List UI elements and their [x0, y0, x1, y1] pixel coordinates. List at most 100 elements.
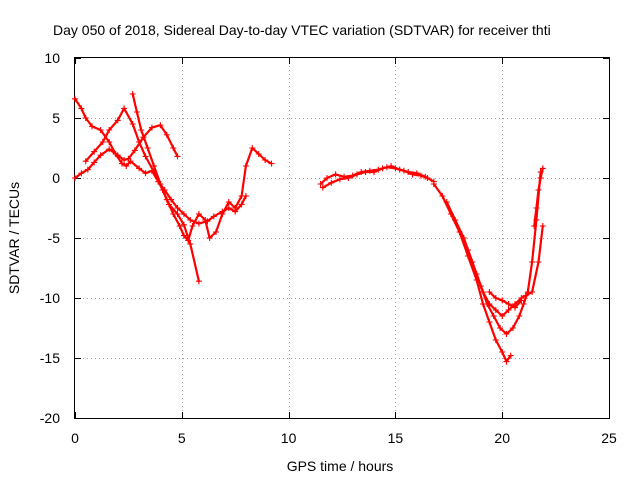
- data-point: [106, 127, 113, 133]
- data-point: [537, 175, 544, 181]
- data-point: [405, 169, 412, 175]
- y-tick-label: 10: [44, 50, 60, 66]
- y-axis-label: SDTVAR / TECUs: [6, 182, 22, 294]
- data-point: [503, 331, 510, 337]
- data-point: [72, 175, 78, 181]
- data-point: [520, 301, 527, 307]
- data-point: [492, 295, 499, 301]
- x-tick-label: 15: [388, 430, 404, 446]
- data-point: [516, 313, 523, 319]
- data-point: [268, 160, 275, 167]
- data-point: [531, 223, 538, 229]
- data-point: [123, 163, 130, 169]
- data-point: [539, 223, 546, 229]
- data-point: [371, 169, 377, 175]
- data-point: [533, 205, 540, 211]
- data-point: [195, 220, 202, 227]
- data-point: [176, 223, 183, 229]
- data-point: [180, 221, 187, 228]
- data-point: [507, 352, 514, 359]
- data-point: [119, 160, 125, 167]
- series-line: [73, 124, 179, 180]
- y-tick-label: 0: [52, 170, 60, 186]
- data-point: [114, 117, 121, 124]
- data-point: [138, 127, 145, 133]
- data-point: [486, 301, 493, 307]
- data-point: [439, 193, 446, 199]
- y-tick-label: 5: [52, 110, 60, 126]
- data-point: [157, 122, 164, 129]
- data-point: [465, 247, 471, 253]
- series-line: [432, 182, 512, 363]
- data-point: [497, 325, 504, 331]
- data-point: [202, 217, 209, 223]
- data-point: [174, 205, 181, 211]
- data-point: [84, 166, 91, 173]
- series-1: [72, 122, 181, 181]
- series-11: [531, 165, 546, 229]
- series-line: [84, 107, 200, 283]
- data-point: [82, 158, 89, 165]
- data-point: [242, 163, 249, 169]
- data-point: [522, 292, 529, 299]
- data-point: [486, 319, 493, 325]
- series-9: [465, 223, 546, 319]
- data-point: [499, 349, 506, 355]
- series-4: [129, 91, 275, 244]
- y-tick-label: -15: [40, 350, 60, 366]
- data-point: [328, 179, 335, 186]
- x-tick-label: 10: [281, 430, 297, 446]
- data-point: [319, 184, 326, 191]
- series-markers: [317, 164, 431, 187]
- data-point: [170, 145, 177, 151]
- data-point: [163, 196, 170, 203]
- data-point: [133, 109, 140, 115]
- data-point: [232, 205, 239, 211]
- series-markers: [486, 289, 525, 311]
- data-point: [529, 289, 536, 295]
- y-tick-label: -10: [40, 290, 60, 306]
- data-point: [213, 229, 219, 235]
- data-point: [163, 131, 170, 138]
- data-point: [354, 171, 360, 178]
- data-point: [262, 157, 269, 163]
- chart-title: Day 050 of 2018, Sidereal Day-to-day VTE…: [53, 22, 551, 38]
- data-point: [187, 217, 194, 223]
- data-point: [362, 169, 369, 175]
- data-point: [136, 139, 143, 145]
- grid: [75, 58, 609, 418]
- data-point: [206, 235, 213, 241]
- data-point: [492, 307, 499, 313]
- series-8: [443, 169, 544, 337]
- data-point: [539, 165, 546, 172]
- data-point: [490, 313, 497, 319]
- data-point: [492, 337, 499, 343]
- data-point: [535, 259, 542, 265]
- series-line: [73, 97, 247, 225]
- data-point: [97, 152, 104, 159]
- data-point: [238, 201, 245, 208]
- data-point: [396, 166, 403, 173]
- data-point: [82, 115, 89, 121]
- data-point: [529, 259, 536, 265]
- data-point: [486, 289, 493, 295]
- y-tick-label: -5: [48, 230, 61, 246]
- data-point: [219, 211, 226, 217]
- data-point: [106, 139, 113, 145]
- data-point: [480, 289, 486, 295]
- data-point: [142, 153, 149, 160]
- x-axis-label: GPS time / hours: [287, 458, 394, 474]
- data-point: [129, 121, 136, 127]
- series-2: [72, 95, 249, 227]
- series-10: [486, 289, 525, 311]
- data-point: [180, 211, 187, 217]
- data-point: [225, 199, 232, 205]
- data-point: [195, 211, 202, 217]
- data-point: [112, 151, 119, 157]
- data-point: [157, 181, 164, 187]
- data-point: [452, 217, 459, 223]
- data-point: [127, 158, 134, 165]
- data-point: [499, 297, 506, 304]
- data-point: [89, 123, 96, 130]
- series-5: [317, 164, 431, 187]
